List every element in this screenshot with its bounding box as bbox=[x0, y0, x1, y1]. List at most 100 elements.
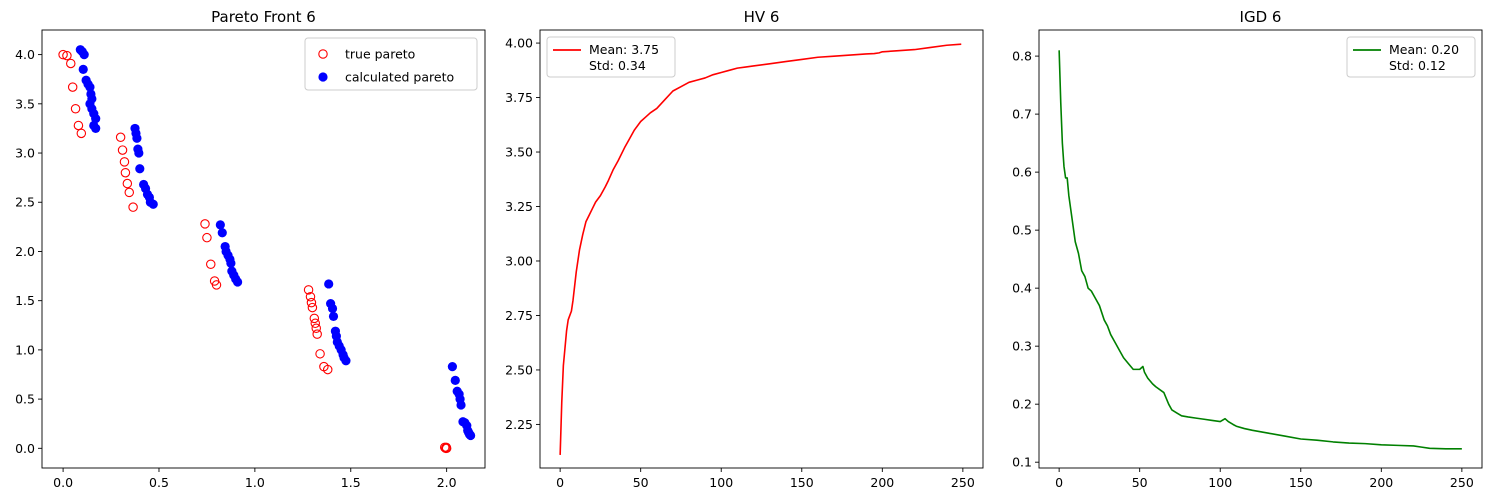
y-tick-label: 2.0 bbox=[15, 244, 35, 259]
hv-chart: HV 6 0 50 100 150 200 250 2.25 2.50 2.75 3.00 3.25 3… bbox=[505, 8, 984, 490]
y-tick-label: 2.5 bbox=[15, 195, 35, 210]
x-tick-label: 250 bbox=[1450, 475, 1474, 490]
data-point bbox=[327, 303, 338, 314]
legend-label: true pareto bbox=[345, 47, 415, 62]
x-tick-label: 100 bbox=[1208, 475, 1232, 490]
data-point bbox=[91, 123, 101, 134]
data-point bbox=[322, 364, 333, 375]
y-tick-label: 1.0 bbox=[15, 342, 35, 357]
x-tick-label: 150 bbox=[1289, 475, 1313, 490]
legend-label: Std: 0.34 bbox=[589, 58, 646, 73]
x-tick-label: 200 bbox=[870, 475, 894, 490]
y-tick-label: 0.1 bbox=[1012, 455, 1032, 470]
data-point bbox=[324, 279, 334, 289]
legend-box bbox=[546, 36, 676, 78]
data-point bbox=[217, 228, 227, 238]
y-tick-label: 0.0 bbox=[15, 441, 35, 456]
y-tick-label: 1.5 bbox=[15, 293, 35, 308]
x-tick-label: 0.5 bbox=[149, 475, 169, 490]
data-point bbox=[456, 400, 466, 410]
data-point bbox=[58, 49, 68, 60]
data-point bbox=[128, 202, 138, 212]
data-point bbox=[450, 375, 460, 385]
y-tick-label: 0.3 bbox=[1012, 339, 1032, 354]
data-point bbox=[303, 285, 314, 295]
legend-label: Mean: 3.75 bbox=[589, 42, 659, 57]
y-tick-label: 4.0 bbox=[15, 47, 35, 62]
data-point bbox=[85, 82, 95, 92]
data-point bbox=[206, 259, 216, 270]
data-point bbox=[312, 329, 322, 339]
data-point bbox=[124, 187, 135, 198]
x-tick-label: 1.0 bbox=[245, 475, 265, 490]
data-point bbox=[78, 64, 88, 74]
data-point bbox=[315, 349, 325, 359]
y-tick-label: 3.00 bbox=[505, 253, 533, 268]
legend-marker-calculated-pareto bbox=[318, 72, 328, 82]
y-tick-label: 3.50 bbox=[505, 145, 533, 160]
y-tick-label: 3.5 bbox=[15, 96, 35, 111]
data-point bbox=[115, 132, 126, 143]
x-tick-label: 250 bbox=[951, 475, 975, 490]
chart-title: IGD 6 bbox=[1240, 8, 1282, 26]
data-point bbox=[200, 219, 210, 229]
data-point bbox=[306, 297, 317, 308]
igd-chart: IGD 6 0 50 100 150 200 250 0.1 0.2 0.3 0.4 0.5 0.6 0.… bbox=[1012, 8, 1483, 490]
data-point bbox=[79, 50, 89, 60]
y-tick-label: 2.75 bbox=[505, 308, 533, 323]
y-tick-label: 3.75 bbox=[505, 90, 533, 105]
data-point bbox=[307, 302, 318, 313]
y-tick-label: 4.00 bbox=[505, 36, 533, 51]
legend-label: calculated pareto bbox=[345, 70, 454, 85]
data-point bbox=[120, 167, 131, 178]
data-point bbox=[91, 113, 101, 124]
data-point bbox=[226, 258, 236, 268]
legend-label: Std: 0.12 bbox=[1389, 58, 1446, 73]
x-tick-label: 100 bbox=[709, 475, 733, 490]
legend-label: Mean: 0.20 bbox=[1389, 42, 1459, 57]
legend-box bbox=[304, 37, 478, 91]
data-point bbox=[202, 232, 212, 243]
data-point bbox=[135, 164, 145, 174]
x-tick-label: 0 bbox=[556, 475, 564, 490]
data-point bbox=[73, 120, 84, 131]
data-point bbox=[134, 148, 144, 158]
y-tick-label: 0.4 bbox=[1012, 281, 1032, 296]
data-point bbox=[341, 356, 351, 366]
y-tick-label: 0.5 bbox=[15, 392, 35, 407]
data-point bbox=[122, 178, 133, 189]
data-point bbox=[148, 199, 158, 209]
chart-title: Pareto Front 6 bbox=[211, 8, 316, 26]
scatter-series-calculated-pareto bbox=[75, 45, 476, 441]
data-point bbox=[117, 145, 128, 155]
x-tick-label: 1.5 bbox=[341, 475, 361, 490]
data-point bbox=[447, 362, 457, 372]
data-point bbox=[305, 291, 316, 302]
data-point bbox=[466, 430, 476, 441]
y-tick-label: 0.5 bbox=[1012, 223, 1032, 238]
pareto-front-chart: Pareto Front 6 0.0 0.5 1.0 1.5 2.0 0.0 0.5 1.0 1.… bbox=[15, 8, 486, 490]
data-point bbox=[119, 157, 130, 167]
y-tick-label: 0.2 bbox=[1012, 397, 1032, 412]
series-line bbox=[1058, 50, 1462, 450]
y-tick-label: 0.8 bbox=[1012, 49, 1032, 64]
legend-box bbox=[1346, 36, 1476, 78]
x-tick-label: 50 bbox=[633, 475, 649, 490]
x-tick-label: 0 bbox=[1055, 475, 1063, 490]
data-point bbox=[76, 128, 87, 139]
data-point bbox=[441, 442, 452, 453]
scatter-series-true-pareto bbox=[58, 49, 452, 454]
data-point bbox=[215, 220, 225, 230]
chart-title: HV 6 bbox=[744, 8, 780, 26]
y-tick-label: 0.7 bbox=[1012, 107, 1032, 122]
axes-frame bbox=[539, 29, 984, 469]
data-point bbox=[66, 58, 76, 69]
y-tick-label: 0.6 bbox=[1012, 165, 1032, 180]
x-tick-label: 200 bbox=[1369, 475, 1393, 490]
x-tick-label: 2.0 bbox=[437, 475, 457, 490]
data-point bbox=[62, 50, 72, 61]
axes-frame bbox=[41, 29, 486, 469]
